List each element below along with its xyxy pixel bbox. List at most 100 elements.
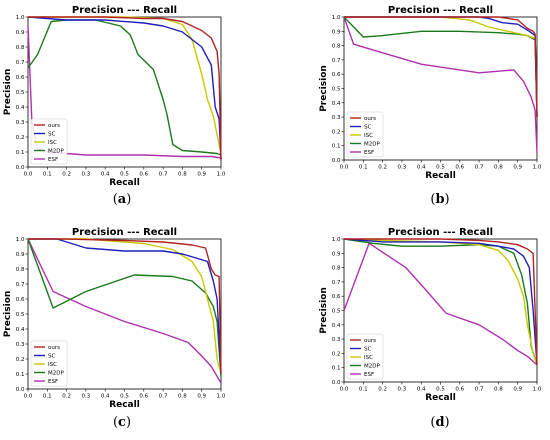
x-tick-label: 0.1 [43, 394, 52, 400]
legend-label: SC [48, 132, 55, 138]
x-axis-title: Recall [109, 400, 140, 410]
x-tick-label: 0.8 [494, 165, 503, 171]
x-tick-label: 0.4 [417, 165, 426, 171]
y-tick-label: 0.3 [332, 337, 341, 343]
chart-panel-b: Precision --- Recall 0.0 0.1 0.2 0.3 0.4 0.5 0.… [319, 5, 542, 207]
y-tick-label: 0.0 [332, 380, 341, 386]
legend-label: ESF [48, 157, 58, 163]
x-tick-label: 1.0 [533, 387, 542, 393]
y-tick-label: 0.3 [16, 342, 25, 348]
y-tick-label: 0.7 [16, 282, 25, 288]
legend-label: ours [48, 123, 60, 129]
x-tick-label: 1.0 [217, 394, 226, 400]
y-tick-label: 0.4 [332, 101, 341, 107]
y-tick-label: 0.4 [16, 105, 25, 111]
legend-label: ours [364, 116, 376, 122]
x-tick-label: 0.2 [378, 165, 387, 171]
chart-title: Precision --- Recall [388, 5, 493, 16]
x-tick-label: 0.2 [62, 172, 71, 178]
y-tick-label: 0.9 [332, 29, 341, 35]
legend-label: M2DP [48, 149, 64, 155]
x-axis-title: Recall [425, 171, 456, 181]
x-tick-label: 0.9 [513, 387, 522, 393]
y-tick-label: 0.7 [332, 58, 341, 64]
y-tick-label: 0.0 [16, 165, 25, 171]
y-tick-label: 0.5 [16, 90, 25, 96]
series-line-ours [344, 16, 538, 118]
y-tick-label: 0.2 [332, 351, 341, 357]
series-line-sc [27, 16, 222, 160]
x-tick-label: 0.3 [398, 165, 407, 171]
x-tick-label: 0.2 [62, 394, 71, 400]
series-line-esf [27, 238, 222, 384]
y-tick-label: 0.2 [16, 135, 25, 141]
y-tick-label: 0.1 [332, 366, 341, 372]
x-tick-label: 0.0 [340, 165, 349, 171]
chart-panel-c: Precision --- Recall 0.0 0.1 0.2 0.3 0.4 0.5 0.… [3, 227, 226, 430]
legend-box [30, 340, 68, 387]
x-tick-label: 0.1 [359, 387, 368, 393]
y-tick-label: 1.0 [16, 15, 25, 21]
x-tick-label: 0.3 [398, 387, 407, 393]
y-tick-label: 0.1 [16, 150, 25, 156]
x-tick-label: 0.3 [82, 172, 91, 178]
x-tick-label: 0.8 [178, 172, 187, 178]
series-line-sc [343, 238, 538, 365]
chart-title: Precision --- Recall [388, 227, 493, 238]
legend-label: ours [364, 338, 376, 344]
x-tick-label: 0.9 [513, 165, 522, 171]
legend-label: M2DP [48, 371, 64, 377]
x-tick-label: 0.6 [455, 387, 464, 393]
x-tick-label: 0.4 [101, 172, 110, 178]
x-tick-label: 0.7 [159, 172, 168, 178]
y-tick-label: 0.8 [16, 267, 25, 273]
legend-label: ESF [48, 379, 58, 385]
series-line-ours [344, 238, 538, 365]
y-tick-label: 0.9 [332, 251, 341, 257]
series-line-m2dp [27, 19, 222, 156]
panel-caption: (b) [430, 192, 449, 207]
y-tick-label: 1.0 [332, 15, 341, 21]
x-tick-label: 0.8 [494, 387, 503, 393]
legend: ours SC ISC M2DP ESF [346, 333, 384, 380]
y-tick-label: 0.4 [332, 323, 341, 329]
x-axis-title: Recall [425, 393, 456, 403]
y-tick-label: 1.0 [332, 237, 341, 243]
y-tick-label: 0.0 [332, 158, 341, 164]
x-tick-label: 0.7 [475, 165, 484, 171]
y-tick-label: 0.6 [332, 294, 341, 300]
legend-label: ISC [364, 355, 373, 361]
x-tick-label: 0.8 [178, 394, 187, 400]
y-tick-label: 0.9 [16, 30, 25, 36]
chart-title: Precision --- Recall [72, 227, 177, 238]
legend-label: ESF [364, 372, 374, 378]
y-tick-label: 0.4 [16, 327, 25, 333]
series-line-ours [28, 16, 222, 160]
y-axis-title: Precision [319, 287, 329, 334]
y-tick-label: 0.8 [16, 45, 25, 51]
y-tick-label: 0.1 [16, 372, 25, 378]
y-tick-label: 0.2 [332, 129, 341, 135]
y-tick-label: 1.0 [16, 237, 25, 243]
x-tick-label: 0.4 [417, 387, 426, 393]
y-axis-title: Precision [3, 69, 13, 116]
y-tick-label: 0.3 [332, 115, 341, 121]
x-tick-label: 0.9 [197, 394, 206, 400]
legend-box [30, 118, 68, 165]
y-tick-label: 0.5 [332, 309, 341, 315]
legend-label: ISC [364, 133, 373, 139]
legend-label: SC [364, 347, 371, 353]
x-tick-label: 1.0 [533, 165, 542, 171]
x-tick-label: 0.2 [378, 387, 387, 393]
y-tick-label: 0.5 [332, 87, 341, 93]
x-tick-label: 0.1 [359, 165, 368, 171]
x-tick-label: 1.0 [217, 172, 226, 178]
chart-title: Precision --- Recall [72, 5, 177, 16]
legend-box [346, 111, 384, 158]
x-tick-label: 0.3 [82, 394, 91, 400]
legend: ours SC ISC M2DP ESF [30, 118, 68, 165]
chart-panel-a: Precision --- Recall 0.0 0.1 0.2 0.3 0.4 0.5 0.… [3, 5, 226, 207]
y-tick-label: 0.3 [16, 120, 25, 126]
series-line-sc [28, 238, 222, 375]
legend-label: SC [364, 125, 371, 131]
